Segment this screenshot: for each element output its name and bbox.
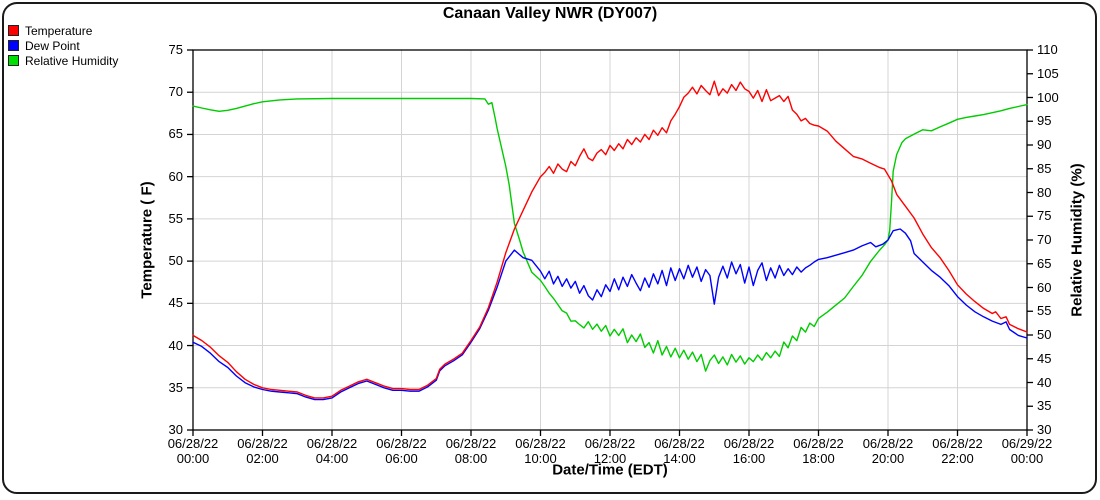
- x-tick-time: 10:00: [524, 450, 557, 466]
- right-axis-tick-label: 35: [1037, 398, 1052, 414]
- right-axis-tick-label: 90: [1037, 137, 1052, 152]
- x-axis-tick-label: 06/28/22 06:00: [366, 436, 438, 466]
- x-axis-tick-label: 06/28/22 18:00: [783, 436, 855, 466]
- x-axis-tick-label: 06/28/22 20:00: [852, 436, 924, 466]
- x-tick-time: 06:00: [385, 450, 418, 466]
- x-tick-date: 06/28/22: [167, 436, 219, 451]
- dew-point-legend-label: Dew Point: [25, 38, 80, 53]
- x-tick-date: 06/28/22: [862, 436, 914, 451]
- left-axis-tick-label: 55: [168, 210, 183, 226]
- temperature-legend-label: Temperature: [25, 23, 93, 38]
- x-axis-tick-label: 06/28/22 04:00: [296, 436, 368, 466]
- left-axis-tick-label: 75: [168, 42, 183, 57]
- dew-point-line: [192, 228, 1028, 401]
- temperature-line: [192, 80, 1028, 399]
- x-tick-date: 06/28/22: [723, 436, 775, 451]
- right-axis-tick-label: 110: [1037, 42, 1058, 57]
- right-axis-tick-label: 40: [1037, 374, 1052, 390]
- x-axis-tick-label: 06/28/22 22:00: [922, 436, 994, 466]
- chart-title: Canaan Valley NWR (DY007): [442, 5, 658, 22]
- x-tick-time: 18:00: [802, 450, 835, 466]
- legend-item-temperature: Temperature: [8, 23, 118, 38]
- x-tick-date: 06/28/22: [376, 436, 427, 451]
- x-tick-time: 08:00: [454, 450, 488, 466]
- x-tick-time: 00:00: [1010, 450, 1044, 466]
- right-axis-tick-label: 85: [1037, 160, 1052, 176]
- x-axis-tick-label: 06/28/22 08:00: [435, 436, 507, 466]
- x-axis-tick-label: 06/29/22 00:00: [991, 436, 1063, 466]
- right-axis-tick-label: 30: [1037, 422, 1052, 437]
- left-axis-tick-label: 60: [168, 168, 183, 184]
- legend-item-relative-humidity: Relative Humidity: [8, 53, 118, 68]
- x-axis-tick-label: 06/28/22 16:00: [713, 436, 785, 466]
- x-axis-tick-label: 06/28/22 12:00: [574, 436, 646, 466]
- x-tick-date: 06/28/22: [932, 436, 983, 451]
- right-axis-tick-label: 70: [1037, 232, 1052, 247]
- x-tick-time: 00:00: [176, 450, 210, 466]
- left-axis-tick-label: 70: [168, 84, 183, 100]
- x-axis-tick-label: 06/28/22 00:00: [157, 436, 229, 466]
- relative-humidity-legend-label: Relative Humidity: [25, 53, 119, 68]
- x-axis-tick-label: 06/28/22 14:00: [644, 436, 716, 466]
- x-tick-time: 02:00: [246, 450, 279, 466]
- x-axis-tick-label: 06/28/22 02:00: [227, 436, 299, 466]
- legend: Temperature Dew Point Relative Humidity: [8, 23, 118, 68]
- right-axis-tick-label: 60: [1037, 279, 1052, 295]
- x-tick-date: 06/28/22: [445, 436, 497, 451]
- right-axis-tick-label: 105: [1037, 65, 1059, 81]
- dew-point-legend-swatch: [8, 40, 19, 51]
- x-tick-date: 06/28/22: [237, 436, 288, 451]
- right-axis-tick-label: 65: [1037, 255, 1052, 271]
- x-tick-time: 16:00: [732, 450, 766, 466]
- right-axis-tick-label: 55: [1037, 303, 1052, 319]
- right-axis-tick-label: 95: [1037, 113, 1052, 129]
- x-tick-time: 12:00: [593, 450, 627, 466]
- x-axis-title: Date/Time (EDT): [552, 461, 668, 479]
- relative-humidity-legend-swatch: [8, 55, 19, 66]
- right-axis-tick-label: 75: [1037, 208, 1052, 224]
- x-tick-time: 20:00: [871, 450, 905, 466]
- legend-item-dew-point: Dew Point: [8, 38, 118, 53]
- x-tick-time: 22:00: [941, 450, 974, 466]
- left-axis-tick-label: 40: [168, 337, 183, 353]
- x-tick-date: 06/28/22: [306, 436, 358, 451]
- x-tick-date: 06/28/22: [793, 436, 844, 451]
- x-tick-date: 06/28/22: [515, 436, 566, 451]
- right-axis-tick-label: 50: [1037, 327, 1052, 342]
- x-tick-date: 06/28/22: [654, 436, 705, 451]
- left-axis-tick-label: 65: [168, 126, 183, 142]
- x-tick-time: 04:00: [315, 450, 349, 466]
- left-axis-tick-label: 45: [168, 295, 183, 311]
- right-axis-tick-label: 100: [1037, 89, 1059, 105]
- right-axis-tick-label: 80: [1037, 184, 1052, 200]
- temperature-legend-swatch: [8, 25, 19, 36]
- right-axis-tick-label: 45: [1037, 350, 1052, 366]
- left-axis-tick-label: 35: [168, 379, 183, 395]
- x-tick-date: 06/28/22: [584, 436, 636, 451]
- x-tick-date: 06/29/22: [1001, 436, 1053, 451]
- x-tick-time: 14:00: [663, 450, 696, 466]
- left-axis-tick-label: 30: [168, 422, 183, 437]
- x-axis-tick-label: 06/28/22 10:00: [505, 436, 577, 466]
- left-axis-tick-label: 50: [168, 253, 183, 269]
